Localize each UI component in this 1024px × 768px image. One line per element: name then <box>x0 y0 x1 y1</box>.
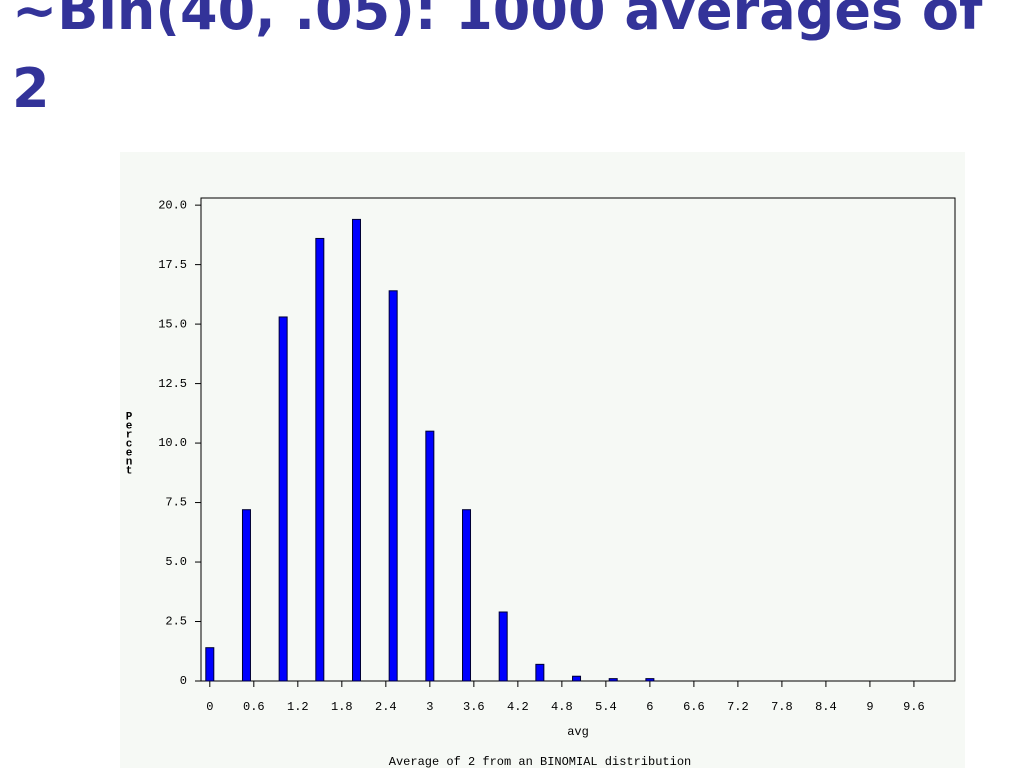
x-tick-label: 1.2 <box>287 700 309 714</box>
x-tick-label: 4.2 <box>507 700 529 714</box>
x-tick-label: 9 <box>866 700 873 714</box>
bar <box>462 509 472 682</box>
footnote: Average of 2 from an BINOMIAL distributi… <box>389 755 691 768</box>
y-tick-label: 10.0 <box>158 436 187 450</box>
bar <box>388 290 398 682</box>
y-tick-label: 5.0 <box>165 555 187 569</box>
bar <box>205 647 215 682</box>
bar <box>351 218 361 682</box>
bar <box>425 430 435 682</box>
x-axis-label: avg <box>567 725 589 739</box>
bar <box>645 678 655 682</box>
x-tick-label: 5.4 <box>595 700 617 714</box>
y-axis-label: Percent <box>123 412 135 475</box>
x-tick-label: 0 <box>206 700 213 714</box>
bar <box>572 675 582 682</box>
x-tick-label: 7.2 <box>727 700 749 714</box>
slide-title: ~Bin(40, .05): 1000 averages of 2 <box>12 0 983 120</box>
y-tick-label: 15.0 <box>158 317 187 331</box>
x-tick-label: 8.4 <box>815 700 837 714</box>
x-tick-label: 2.4 <box>375 700 397 714</box>
x-tick-label: 0.6 <box>243 700 265 714</box>
x-tick-label: 3.6 <box>463 700 485 714</box>
y-tick-label: 7.5 <box>165 496 187 510</box>
x-tick-label: 9.6 <box>903 700 925 714</box>
x-tick-label: 4.8 <box>551 700 573 714</box>
y-tick-label: 0 <box>180 674 187 688</box>
bar <box>241 509 251 682</box>
x-tick-label: 3 <box>426 700 433 714</box>
y-tick-label: 17.5 <box>158 258 187 272</box>
x-tick-label: 7.8 <box>771 700 793 714</box>
x-tick-label: 6 <box>646 700 653 714</box>
bar <box>608 678 618 682</box>
x-tick-label: 6.6 <box>683 700 705 714</box>
bar <box>315 237 325 682</box>
bar <box>498 611 508 682</box>
x-tick-label: 1.8 <box>331 700 353 714</box>
bar <box>535 663 545 682</box>
y-tick-label: 2.5 <box>165 615 187 629</box>
bar <box>278 316 288 682</box>
y-tick-label: 20.0 <box>158 198 187 212</box>
y-tick-label: 12.5 <box>158 377 187 391</box>
